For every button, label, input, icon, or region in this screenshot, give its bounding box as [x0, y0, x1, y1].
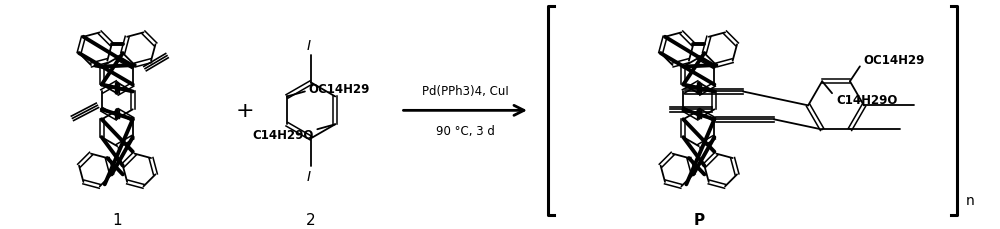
Text: C14H29O: C14H29O: [252, 128, 313, 141]
Text: I: I: [307, 169, 311, 183]
Text: 1: 1: [112, 212, 122, 227]
Text: OC14H29: OC14H29: [864, 54, 925, 67]
Text: I: I: [307, 38, 311, 52]
Text: P: P: [693, 212, 704, 227]
Text: n: n: [965, 193, 974, 207]
Text: C14H29O: C14H29O: [836, 93, 897, 106]
Text: OC14H29: OC14H29: [309, 83, 370, 95]
Text: Pd(PPh3)4, CuI: Pd(PPh3)4, CuI: [422, 85, 509, 98]
Text: 2: 2: [306, 212, 316, 227]
Text: +: +: [235, 101, 254, 121]
Text: 90 °C, 3 d: 90 °C, 3 d: [436, 124, 495, 137]
